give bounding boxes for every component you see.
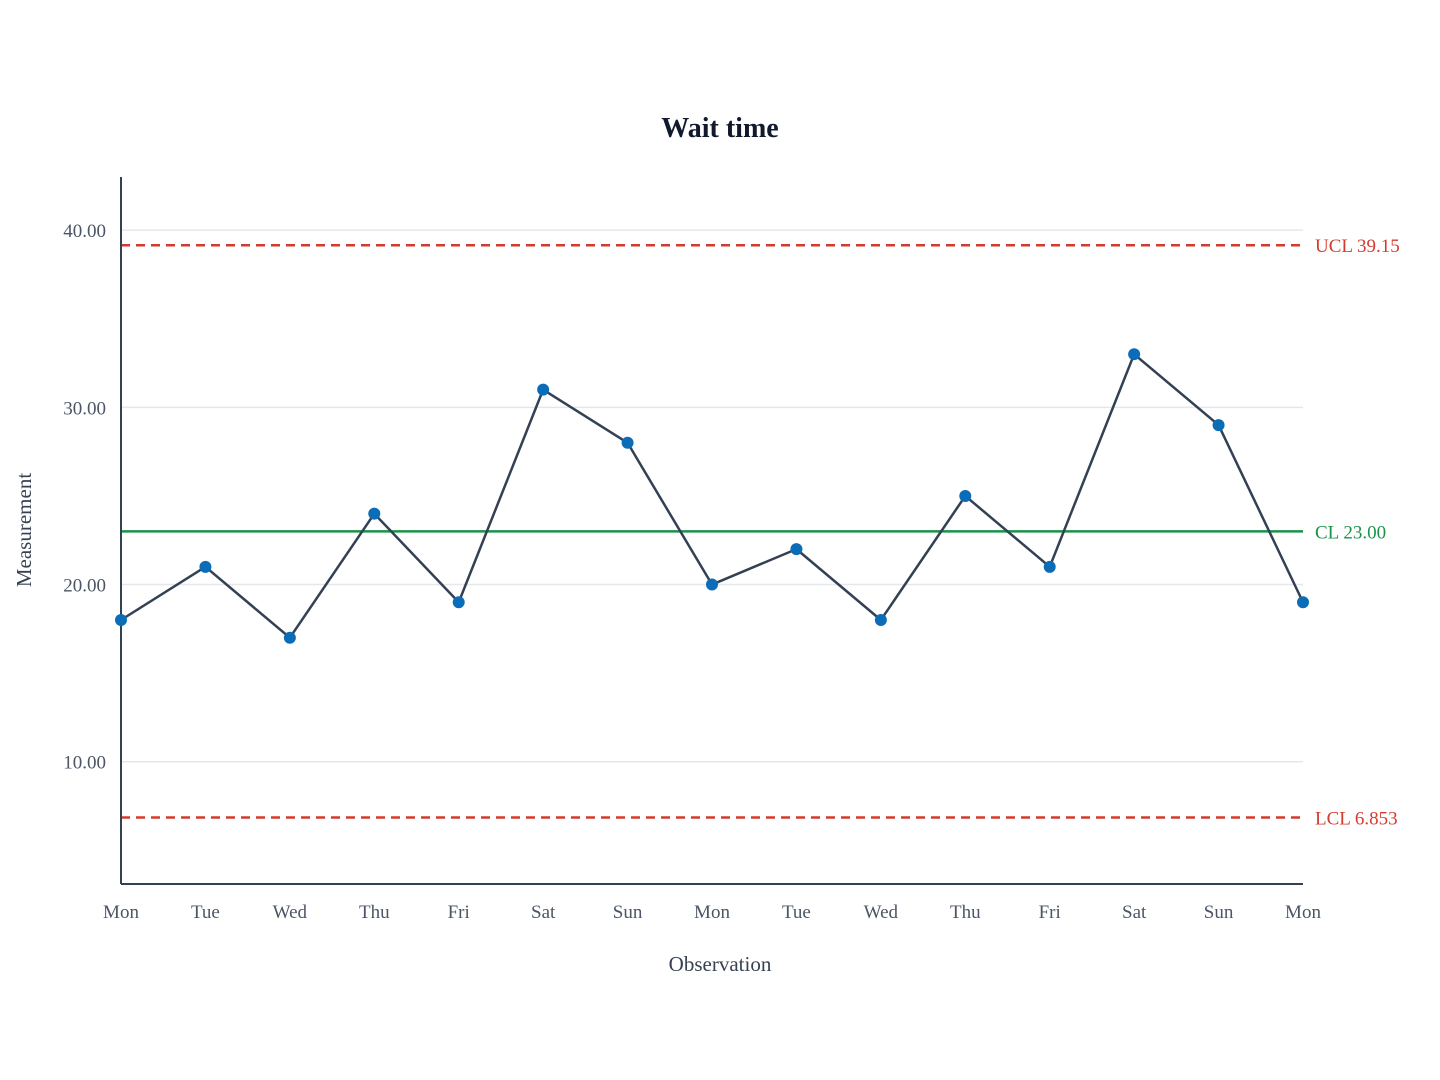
- series-layer: [115, 348, 1309, 644]
- y-tick-label: 30.00: [63, 398, 106, 419]
- series-line: [120, 352, 1305, 639]
- x-tick-label: Sun: [613, 902, 643, 923]
- data-point: [1128, 348, 1141, 361]
- data-point: [115, 613, 127, 626]
- data-point: [874, 613, 887, 626]
- x-tick-label: Wed: [273, 902, 308, 923]
- x-tick-label: Sat: [1122, 902, 1147, 923]
- ucl-label: UCL 39.15: [1315, 236, 1400, 257]
- x-tick-label: Mon: [694, 902, 730, 923]
- control-limits: UCL 39.15 CL 23.00 LCL 6.853: [121, 236, 1400, 829]
- x-tick-label: Tue: [191, 902, 220, 923]
- axes: [120, 177, 1303, 885]
- x-tick-label: Mon: [103, 902, 139, 923]
- data-point: [368, 507, 381, 520]
- data-point: [621, 436, 634, 449]
- x-tick-label: Sun: [1204, 902, 1234, 923]
- x-tick-label: Fri: [1039, 902, 1061, 923]
- data-point: [452, 596, 465, 609]
- x-tick-label: Sat: [531, 902, 556, 923]
- data-point: [706, 578, 718, 591]
- data-point: [283, 631, 296, 644]
- data-point: [790, 543, 803, 556]
- data-point: [1043, 560, 1056, 573]
- data-point: [199, 560, 212, 573]
- y-tick-label: 20.00: [63, 576, 106, 597]
- chart-title: Wait time: [661, 113, 778, 144]
- x-tick-label: Thu: [359, 902, 390, 923]
- cl-label: CL 23.00: [1315, 522, 1386, 543]
- y-tick-label: 40.00: [63, 221, 106, 242]
- y-axis-title: Measurement: [12, 473, 36, 587]
- data-point: [537, 383, 550, 396]
- data-point: [1297, 596, 1309, 609]
- data-point: [1212, 419, 1225, 432]
- data-point: [959, 489, 972, 502]
- x-tick-label: Wed: [864, 902, 899, 923]
- tick-labels: 10.00 20.00 30.00 40.00 Mon Tue Wed Thu Fri Sat Su…: [63, 221, 1321, 923]
- x-axis-title: Observation: [669, 952, 772, 976]
- x-tick-label: Mon: [1285, 902, 1321, 923]
- x-tick-label: Tue: [782, 902, 811, 923]
- x-tick-label: Fri: [448, 902, 470, 923]
- y-tick-label: 10.00: [63, 753, 106, 774]
- lcl-label: LCL 6.853: [1315, 808, 1398, 829]
- x-tick-label: Thu: [950, 902, 981, 923]
- grid-layer: [121, 229, 1303, 763]
